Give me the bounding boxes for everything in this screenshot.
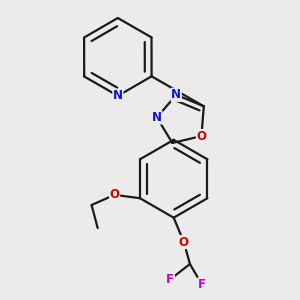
Text: F: F: [198, 278, 206, 291]
Text: N: N: [152, 111, 162, 124]
Text: N: N: [113, 89, 123, 102]
Text: N: N: [171, 88, 181, 101]
Text: O: O: [110, 188, 120, 201]
Text: O: O: [196, 130, 206, 142]
Text: F: F: [166, 273, 174, 286]
Text: O: O: [179, 236, 189, 249]
